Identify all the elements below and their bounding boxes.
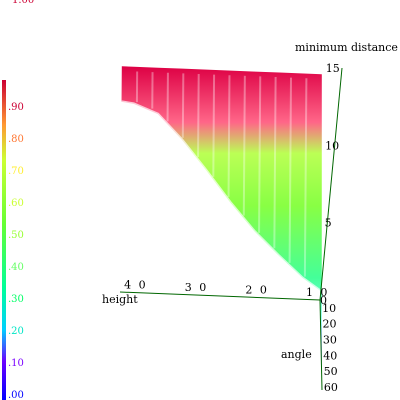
colorbar-tick-label: .80 (8, 134, 24, 145)
y-tick-label: 50 (324, 365, 338, 378)
x-tick-label: 3 0 (185, 281, 209, 294)
z-tick-label: 5 (325, 217, 332, 230)
y-tick-label: 30 (323, 333, 337, 346)
y-axis-ticks: 10 20 30 40 50 60 (322, 302, 338, 394)
surface-ridges (135, 71, 308, 277)
surface (121, 66, 322, 378)
colorbar-tick-label: .50 (8, 230, 24, 241)
surface-ridge (242, 75, 246, 216)
surface-ridge (303, 78, 308, 277)
z-tick-label: 0 (320, 294, 327, 307)
colorbar-tick-label: .20 (8, 326, 24, 337)
y-tick-label: 10 (322, 302, 336, 315)
colorbar: .00 .10 .20 .30 .40 .50 .60 .70 .80 .90 1.00 (2, 0, 34, 400)
surface-ridge (212, 74, 216, 177)
colorbar-tick-label: .30 (8, 294, 24, 305)
y-axis-line (319, 299, 323, 391)
colorbar-tick-label: .40 (8, 262, 24, 273)
surface-ridge (197, 73, 200, 158)
x-axis-line (119, 291, 321, 301)
colorbar-tick-label: .90 (8, 102, 24, 113)
y-tick-label: 20 (323, 318, 337, 331)
surface-ridge (227, 75, 231, 198)
x-tick-label: 1 0 (306, 286, 330, 299)
colorbar-top-label: 1.00 (12, 0, 34, 6)
surface-front-edge (121, 100, 322, 292)
colorbar-strip (2, 80, 6, 400)
z-tick-label: 10 (325, 139, 339, 152)
x-axis-ticks: 4 0 3 0 2 0 1 0 (124, 278, 330, 299)
x-tick-label: 2 0 (245, 283, 268, 296)
z-axis-line (319, 67, 343, 301)
colorbar-tick-label: .60 (8, 198, 24, 209)
colorbar-tick-label: .00 (8, 390, 24, 400)
surface-body (121, 66, 322, 378)
surface-ridge (288, 77, 293, 263)
z-axis-ticks: 0 5 10 15 (320, 62, 340, 307)
y-tick-label: 60 (324, 381, 338, 394)
x-axis-title: height (102, 293, 138, 306)
y-tick-label: 40 (323, 349, 337, 362)
z-axis-title: minimum distance (295, 41, 398, 54)
y-axis-title: angle (281, 348, 312, 361)
colorbar-tick-label: .10 (8, 358, 24, 369)
surface-ridge (273, 77, 277, 249)
x-tick-label: 4 0 (124, 278, 148, 291)
surface-ridge (258, 76, 262, 233)
colorbar-tick-label: .70 (8, 166, 24, 177)
z-tick-label: 15 (326, 62, 340, 75)
colorbar-ticks: .00 .10 .20 .30 .40 .50 .60 .70 .80 .90 (8, 102, 24, 400)
